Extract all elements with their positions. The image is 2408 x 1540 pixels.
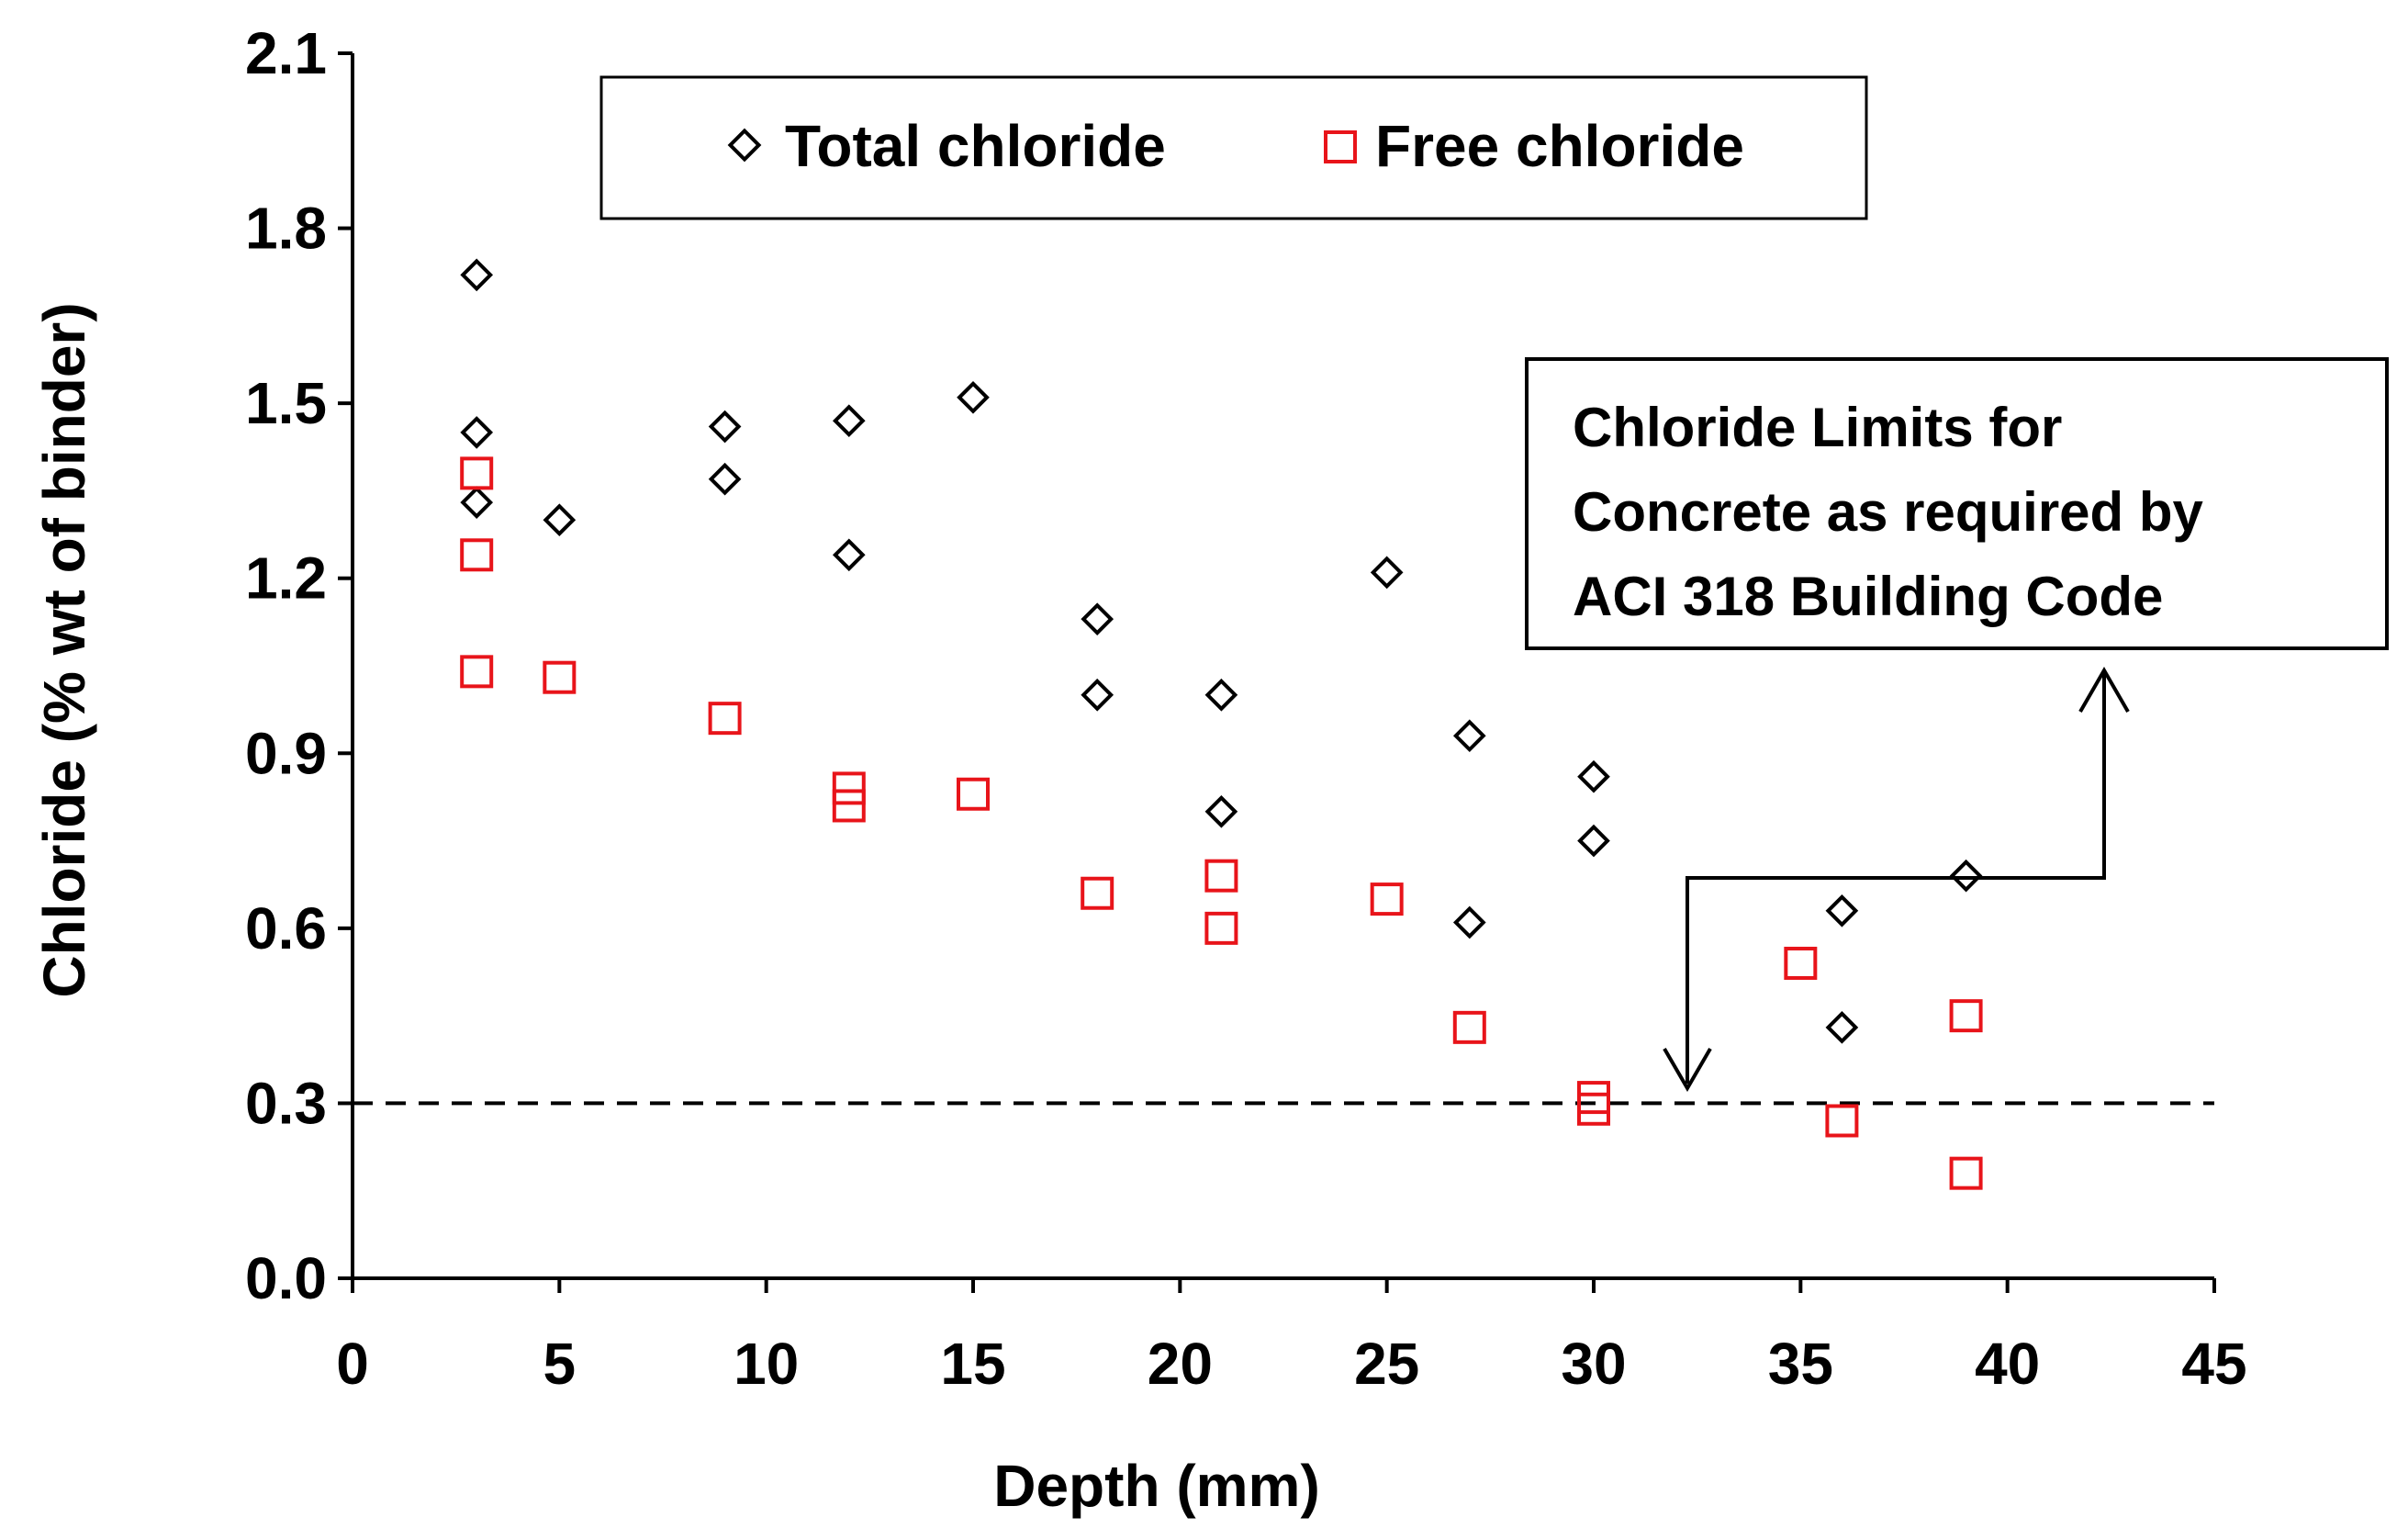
free-chloride-point — [1577, 1092, 1610, 1126]
total-chloride-point — [1452, 905, 1486, 939]
y-tick-label: 0.6 — [245, 895, 327, 961]
x-tick-label: 0 — [336, 1331, 369, 1397]
annotation-line-2: Concrete as required by — [1573, 481, 2204, 543]
annotation-connector — [1686, 670, 2106, 1084]
y-tick-label: 0.0 — [245, 1245, 327, 1311]
x-axis-ticks: 0 5 10 15 20 25 30 35 40 45 — [336, 1278, 2247, 1397]
total-chloride-point — [1370, 556, 1404, 590]
square-marker-icon — [1324, 130, 1357, 163]
x-tick-label: 30 — [1561, 1331, 1626, 1397]
legend: Total chloride Free chloride — [599, 75, 1868, 220]
y-axis-ticks: 0.0 0.3 0.6 0.9 1.2 1.5 1.8 2.1 — [245, 20, 353, 1311]
x-tick-label: 25 — [1354, 1331, 1419, 1397]
y-tick-label: 2.1 — [245, 20, 327, 86]
total-chloride-point — [957, 380, 990, 414]
x-tick-label: 20 — [1148, 1331, 1213, 1397]
total-chloride-point — [460, 486, 494, 519]
legend-box — [599, 75, 1868, 220]
y-tick-label: 1.8 — [245, 196, 327, 262]
free-chloride-point — [1949, 999, 1983, 1033]
free-chloride-point — [1204, 859, 1238, 893]
free-chloride-point — [1577, 1081, 1610, 1115]
free-chloride-point — [460, 655, 494, 689]
total-chloride-point — [832, 404, 866, 438]
free-chloride-point — [708, 702, 742, 736]
y-tick-label: 1.2 — [245, 545, 327, 612]
total-chloride-point — [1452, 719, 1486, 753]
y-axis-label: Chloride (% wt of binder) — [31, 302, 97, 997]
total-chloride-point — [1949, 859, 1983, 893]
total-chloride-point — [1204, 794, 1238, 828]
total-chloride-point — [460, 416, 494, 449]
legend-label-free: Free chloride — [1375, 113, 1744, 179]
legend-item-total-chloride: Total chloride — [727, 113, 1166, 179]
free-chloride-point — [1825, 1104, 1859, 1138]
x-tick-label: 15 — [940, 1331, 1005, 1397]
x-tick-label: 40 — [1975, 1331, 2040, 1397]
free-chloride-point — [1949, 1156, 1983, 1190]
free-chloride-point — [543, 660, 577, 694]
free-chloride-point — [957, 777, 990, 811]
free-chloride-point — [1081, 876, 1114, 910]
y-tick-label: 1.5 — [245, 370, 327, 436]
free-chloride-point — [460, 538, 494, 572]
total-chloride-point — [832, 538, 866, 572]
y-tick-label: 0.3 — [245, 1070, 327, 1136]
x-axis-label: Depth (mm) — [993, 1453, 1320, 1519]
annotation-line-1: Chloride Limits for — [1573, 397, 2062, 458]
free-chloride-point — [1370, 882, 1404, 916]
total-chloride-series — [460, 258, 1983, 1044]
free-chloride-point — [1204, 911, 1238, 945]
legend-label-total: Total chloride — [785, 113, 1166, 179]
free-chloride-point — [832, 789, 866, 823]
total-chloride-point — [1825, 1011, 1859, 1044]
free-chloride-point — [1452, 1010, 1486, 1044]
free-chloride-point — [1784, 946, 1818, 980]
annotation-line-3: ACI 318 Building Code — [1573, 566, 2163, 627]
total-chloride-point — [460, 258, 494, 292]
total-chloride-point — [1577, 824, 1610, 858]
x-tick-label: 45 — [2181, 1331, 2246, 1397]
legend-item-free-chloride: Free chloride — [1324, 113, 1744, 179]
free-chloride-point — [460, 456, 494, 490]
total-chloride-point — [1081, 678, 1114, 712]
total-chloride-point — [1825, 894, 1859, 927]
total-chloride-point — [708, 462, 742, 496]
arrow-up-icon — [2078, 667, 2130, 714]
diamond-marker-icon — [727, 128, 762, 163]
total-chloride-point — [1204, 678, 1238, 712]
x-tick-label: 10 — [734, 1331, 799, 1397]
annotation-box — [1525, 357, 2389, 650]
free-chloride-series — [460, 456, 1983, 1190]
free-chloride-point — [832, 771, 866, 805]
total-chloride-point — [708, 410, 742, 444]
total-chloride-point — [1081, 602, 1114, 636]
total-chloride-point — [543, 503, 577, 537]
x-tick-label: 35 — [1768, 1331, 1833, 1397]
x-tick-label: 5 — [543, 1331, 577, 1397]
y-tick-label: 0.9 — [245, 720, 327, 786]
arrow-down-icon — [1663, 1047, 1712, 1092]
annotation: Chloride Limits for Concrete as required… — [1525, 357, 2389, 1092]
total-chloride-point — [1577, 759, 1610, 793]
